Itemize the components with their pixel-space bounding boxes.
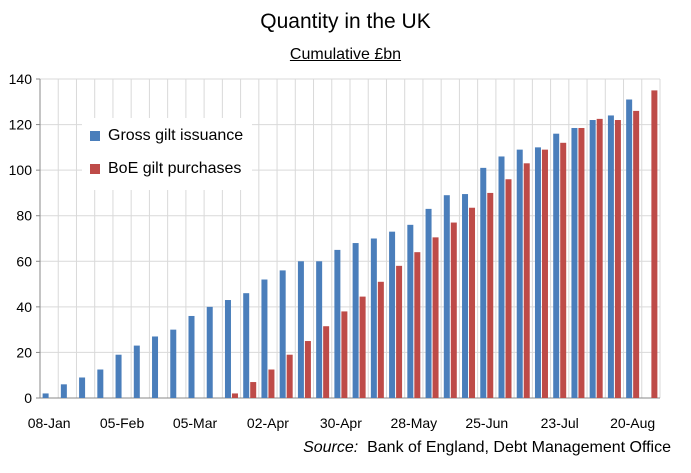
legend-swatch-boe-gilt-purchases: [90, 164, 100, 174]
x-tick-label: 02-Apr: [247, 415, 289, 431]
bar-gross-gilt-issuance: [152, 336, 159, 398]
bar-boe-gilt-purchases: [469, 207, 476, 398]
bar-boe-gilt-purchases: [596, 118, 603, 398]
bar-gross-gilt-issuance: [334, 249, 341, 398]
chart-subtitle-text: Cumulative £bn: [289, 46, 402, 63]
bar-boe-gilt-purchases: [487, 192, 494, 398]
chart-subtitle: Cumulative £bn: [0, 46, 691, 64]
bar-gross-gilt-issuance: [407, 224, 414, 398]
legend-swatch-gross-gilt-issuance: [90, 131, 100, 141]
y-tick-label: 40: [16, 299, 32, 315]
y-tick-label: 60: [16, 253, 32, 269]
x-tick-label: 30-Apr: [320, 415, 362, 431]
bar-boe-gilt-purchases: [432, 237, 439, 398]
y-tick-label: 80: [16, 208, 32, 224]
y-tick-label: 20: [16, 344, 32, 360]
bar-gross-gilt-issuance: [79, 377, 86, 398]
bar-boe-gilt-purchases: [505, 179, 512, 398]
bar-gross-gilt-issuance: [553, 133, 560, 398]
bar-boe-gilt-purchases: [304, 341, 311, 398]
source-text: Bank of England, Debt Management Office: [367, 439, 671, 456]
bar-boe-gilt-purchases: [323, 326, 330, 398]
bar-boe-gilt-purchases: [286, 354, 293, 398]
x-tick-label: 25-Jun: [465, 415, 508, 431]
bar-gross-gilt-issuance: [571, 127, 578, 398]
bar-boe-gilt-purchases: [541, 149, 548, 398]
bar-gross-gilt-issuance: [389, 231, 396, 398]
bar-gross-gilt-issuance: [498, 156, 505, 398]
bar-boe-gilt-purchases: [633, 110, 640, 399]
bar-gross-gilt-issuance: [133, 345, 140, 398]
y-tick-label: 0: [24, 390, 32, 406]
bar-boe-gilt-purchases: [560, 142, 567, 398]
x-tick-label: 08-Jan: [28, 415, 71, 431]
bar-boe-gilt-purchases: [414, 252, 421, 398]
bar-gross-gilt-issuance: [425, 208, 432, 398]
bar-boe-gilt-purchases: [377, 281, 384, 398]
x-tick-label: 05-Feb: [100, 415, 145, 431]
bar-gross-gilt-issuance: [115, 354, 122, 398]
bar-gross-gilt-issuance: [316, 261, 323, 398]
bar-gross-gilt-issuance: [97, 369, 104, 398]
chart-legend: Gross gilt issuance BoE gilt purchases: [82, 118, 252, 190]
bar-gross-gilt-issuance: [462, 194, 469, 398]
bar-gross-gilt-issuance: [352, 243, 359, 398]
bar-gross-gilt-issuance: [206, 306, 213, 398]
bar-gross-gilt-issuance: [626, 99, 633, 398]
x-tick-label: 20-Aug: [610, 415, 655, 431]
source-note: Source: Bank of England, Debt Management…: [303, 439, 671, 457]
bar-gross-gilt-issuance: [42, 393, 49, 398]
bar-gross-gilt-issuance: [188, 315, 195, 398]
bar-gross-gilt-issuance: [279, 270, 286, 398]
bar-gross-gilt-issuance: [534, 147, 541, 398]
bar-boe-gilt-purchases: [578, 127, 585, 398]
bar-boe-gilt-purchases: [268, 369, 275, 398]
x-tick-label: 05-Mar: [173, 415, 218, 431]
legend-label-boe-gilt-purchases: BoE gilt purchases: [108, 160, 242, 177]
bar-boe-gilt-purchases: [523, 163, 530, 398]
legend-label-gross-gilt-issuance: Gross gilt issuance: [108, 127, 244, 144]
bar-boe-gilt-purchases: [250, 382, 257, 398]
bar-boe-gilt-purchases: [359, 296, 366, 398]
x-tick-label: 23-Jul: [541, 415, 579, 431]
bar-boe-gilt-purchases: [341, 311, 348, 398]
bar-boe-gilt-purchases: [614, 120, 621, 398]
bar-boe-gilt-purchases: [231, 393, 238, 398]
bar-gross-gilt-issuance: [243, 293, 250, 398]
bar-boe-gilt-purchases: [396, 265, 403, 398]
legend-item-gross-gilt-issuance: Gross gilt issuance: [90, 126, 243, 146]
legend-item-boe-gilt-purchases: BoE gilt purchases: [90, 159, 241, 179]
x-tick-label: 28-May: [390, 415, 437, 431]
bar-gross-gilt-issuance: [589, 120, 596, 398]
bar-gross-gilt-issuance: [443, 195, 450, 398]
bar-gross-gilt-issuance: [60, 384, 67, 398]
y-tick-label: 140: [9, 71, 33, 87]
bar-gross-gilt-issuance: [516, 149, 523, 398]
bar-gross-gilt-issuance: [297, 261, 304, 398]
bar-gross-gilt-issuance: [224, 300, 231, 398]
y-tick-label: 100: [9, 162, 33, 178]
bar-gross-gilt-issuance: [261, 279, 268, 398]
bar-gross-gilt-issuance: [170, 329, 177, 398]
bar-gross-gilt-issuance: [480, 167, 487, 398]
source-label: Source:: [303, 439, 359, 456]
bar-boe-gilt-purchases: [450, 222, 457, 398]
bar-gross-gilt-issuance: [607, 115, 614, 398]
bar-gross-gilt-issuance: [370, 238, 377, 398]
bar-boe-gilt-purchases: [651, 90, 658, 399]
chart-title: Quantity in the UK: [260, 10, 431, 33]
y-tick-label: 120: [9, 117, 33, 133]
